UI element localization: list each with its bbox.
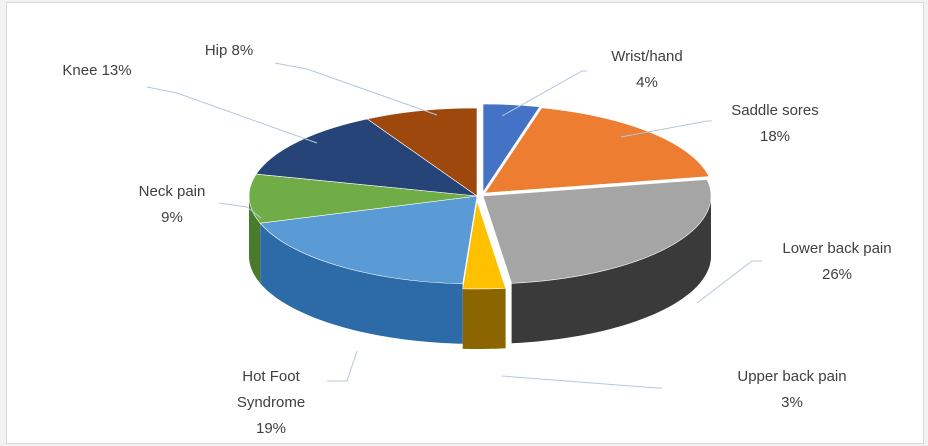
data-label-line: 19% — [256, 420, 286, 437]
data-label-line: 4% — [636, 74, 658, 91]
data-label-line: Syndrome — [237, 394, 305, 411]
leader-neck-pain — [218, 202, 262, 219]
leader-lower-back-pain — [696, 260, 762, 304]
data-label-line: Lower back pain — [782, 240, 891, 257]
leader-saddle-sores — [620, 120, 712, 138]
side-hot-foot-syndrome — [260, 223, 463, 344]
slice-upper-back-pain — [462, 200, 507, 290]
side-neck-pain — [249, 196, 261, 284]
leader-upper-back-pain — [501, 375, 662, 389]
data-label-line: 18% — [760, 128, 790, 145]
data-label-line: Upper back pain — [737, 368, 846, 385]
leader-hot-foot-syndrome — [327, 350, 358, 382]
data-label-line: Knee 13% — [62, 62, 131, 79]
data-label-line: Wrist/hand — [611, 48, 682, 65]
data-label-lower-back-pain: Lower back pain 26% — [782, 240, 891, 283]
slice-lower-back-pain — [482, 179, 712, 284]
data-label-neck-pain: Neck pain 9% — [139, 183, 206, 226]
data-label-line: Neck pain — [139, 183, 206, 200]
slice-knee — [255, 118, 479, 197]
data-label-hot-foot-syndrome: Hot Foot Syndrome 19% — [237, 368, 305, 437]
data-label-line: 9% — [161, 209, 183, 226]
pie-slices — [248, 103, 712, 290]
data-label-line: 26% — [822, 266, 852, 283]
data-labels: Wrist/hand 4% Saddle sores 18% Lower back pa… — [62, 42, 891, 437]
data-label-line: 3% — [781, 394, 803, 411]
side-upper-back-pain — [462, 288, 506, 349]
data-label-line: Saddle sores — [731, 102, 819, 119]
data-label-upper-back-pain: Upper back pain 3% — [737, 368, 846, 411]
chart-area: Wrist/hand 4% Saddle sores 18% Lower back pa… — [6, 2, 924, 444]
side-lower-back-pain — [511, 196, 711, 344]
data-label-wrist-hand: Wrist/hand 4% — [611, 48, 682, 91]
leader-hip — [274, 62, 438, 116]
slice-hot-foot-syndrome — [259, 195, 478, 285]
pie-side-walls — [249, 196, 711, 349]
data-label-saddle-sores: Saddle sores 18% — [731, 102, 819, 145]
leader-lines — [146, 62, 762, 389]
data-label-line: Hip 8% — [205, 42, 253, 59]
leader-wrist-hand — [501, 70, 587, 117]
data-label-knee: Knee 13% — [62, 62, 131, 79]
slice-neck-pain — [248, 173, 478, 224]
pie-chart: Wrist/hand 4% Saddle sores 18% Lower back pa… — [62, 42, 891, 437]
data-label-hip: Hip 8% — [205, 42, 253, 59]
slice-wrist-hand — [482, 103, 541, 193]
slice-saddle-sores — [484, 107, 710, 194]
slice-hip — [366, 107, 478, 197]
leader-knee — [146, 86, 318, 144]
data-label-line: Hot Foot — [242, 368, 300, 385]
